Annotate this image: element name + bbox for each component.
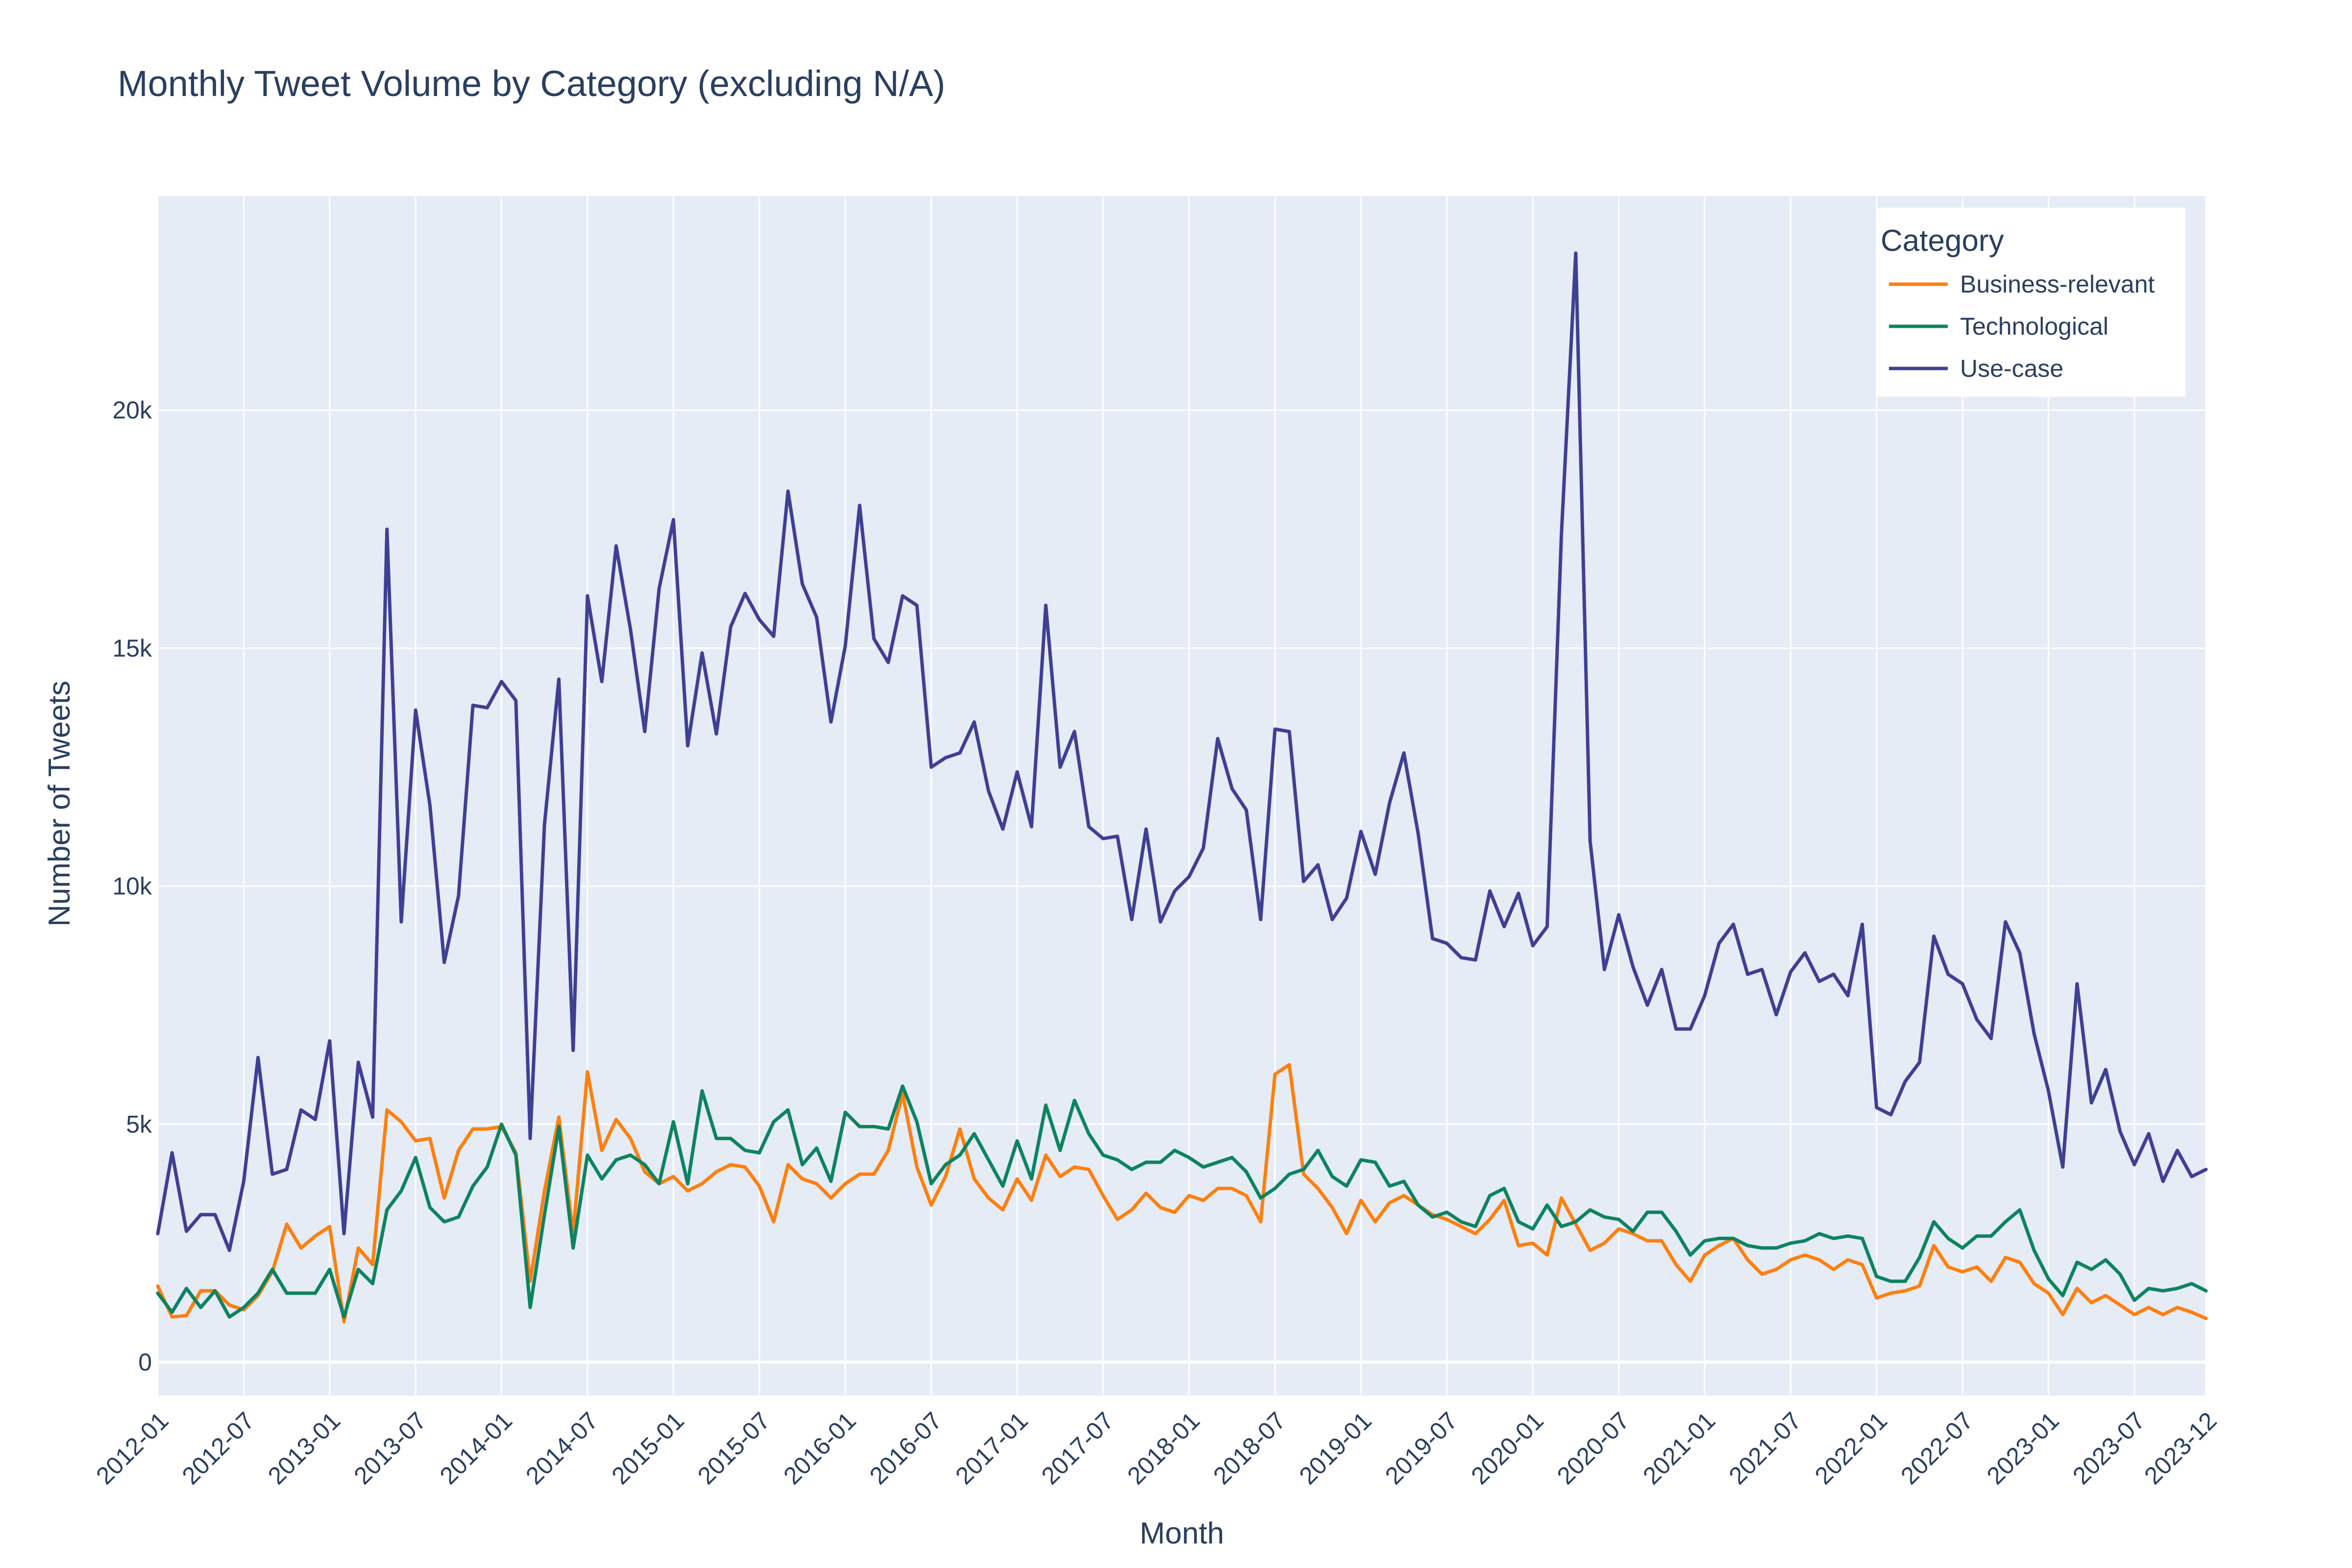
y-axis: 0 5k 10k 15k 20k <box>112 396 152 1376</box>
y-tick-label: 5k <box>126 1110 152 1138</box>
legend-box <box>1877 208 2185 397</box>
grid-lines <box>157 196 2207 1396</box>
chart-title: Monthly Tweet Volume by Category (exclud… <box>118 63 945 104</box>
y-tick-label: 20k <box>112 396 152 424</box>
plot-area <box>158 196 2206 1396</box>
legend-label: Business-relevant <box>1960 270 2155 298</box>
legend-label: Technological <box>1960 313 2108 340</box>
series-line-technological <box>156 1084 2208 1319</box>
y-tick-label: 0 <box>138 1348 152 1376</box>
y-tick-label: 15k <box>112 635 152 662</box>
x-axis-title: Month <box>1140 1517 1224 1550</box>
legend-items: Business-relevant Technological Use-case <box>1889 270 2155 382</box>
legend-title: Category <box>1881 224 2004 258</box>
legend-label: Use-case <box>1960 355 2063 382</box>
y-axis-title: Number of Tweets <box>43 681 76 927</box>
series-lines <box>156 251 2208 1323</box>
y-tick-label: 10k <box>112 873 152 900</box>
plot-background <box>158 196 2206 1396</box>
legend: Category Business-relevant Technological U… <box>1877 208 2185 397</box>
series-line-use-case <box>156 251 2208 1252</box>
